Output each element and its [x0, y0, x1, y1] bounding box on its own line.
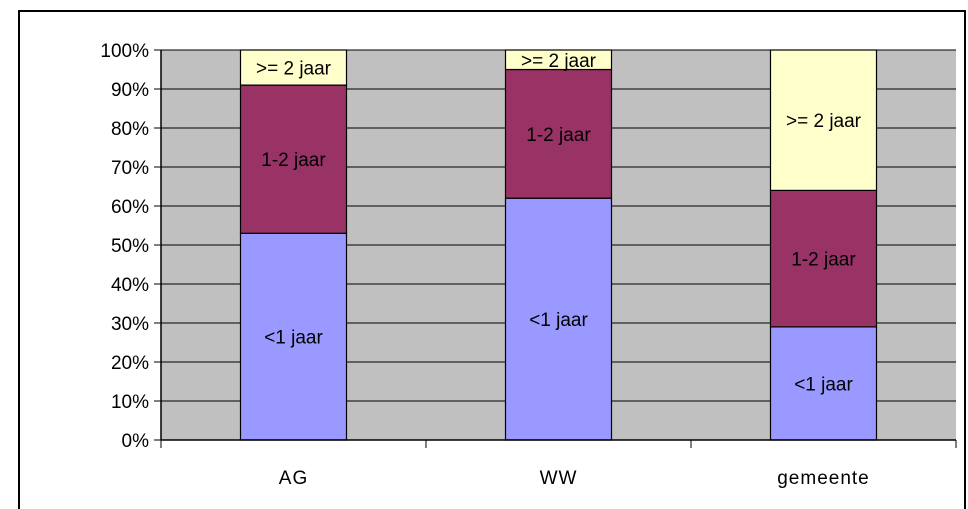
y-tick-label: 20%	[111, 353, 149, 374]
axes	[154, 49, 957, 448]
segment-label: <1 jaar	[264, 328, 323, 349]
y-tick-label: 0%	[122, 431, 150, 452]
bar-segment	[769, 49, 878, 191]
x-category-label: gemeente	[777, 468, 870, 489]
y-tick-label: 90%	[111, 80, 149, 101]
segment-label: 1-2 jaar	[261, 150, 326, 171]
y-tick-label: 70%	[111, 158, 149, 179]
bar-segment	[239, 232, 348, 441]
x-category-label: AG	[279, 468, 308, 489]
bar-segment	[239, 84, 348, 234]
labels: 0% 10% 20% 30% 40% 50% 60% 70% 80% 90% 100% <1 jaar…	[100, 41, 870, 489]
bar-segment	[769, 326, 878, 441]
chart-frame: 0% 10% 20% 30% 40% 50% 60% 70% 80% 90% 100% <1 jaar…	[18, 10, 966, 509]
stacked-bar-chart: 0% 10% 20% 30% 40% 50% 60% 70% 80% 90% 100% <1 jaar…	[100, 41, 957, 489]
y-tick-label: 50%	[111, 236, 149, 257]
y-tick-label: 80%	[111, 119, 149, 140]
bars	[239, 49, 878, 441]
segment-label: 1-2 jaar	[526, 125, 591, 146]
segment-label: <1 jaar	[794, 374, 853, 395]
x-category-label: WW	[540, 468, 578, 489]
y-tick-label: 60%	[111, 197, 149, 218]
segment-label: <1 jaar	[529, 310, 588, 331]
y-tick-label: 40%	[111, 275, 149, 296]
segment-label: >= 2 jaar	[521, 51, 597, 72]
bar-segment	[769, 189, 878, 328]
y-tick-label: 10%	[111, 392, 149, 413]
segment-label: >= 2 jaar	[256, 59, 332, 80]
segment-label: >= 2 jaar	[786, 111, 862, 132]
bar-segment	[504, 68, 613, 199]
y-tick-label: 30%	[111, 314, 149, 335]
segment-label: 1-2 jaar	[791, 250, 856, 271]
bar-segment	[239, 49, 348, 86]
bar-segment	[504, 49, 613, 71]
y-tick-label: 100%	[100, 41, 149, 62]
